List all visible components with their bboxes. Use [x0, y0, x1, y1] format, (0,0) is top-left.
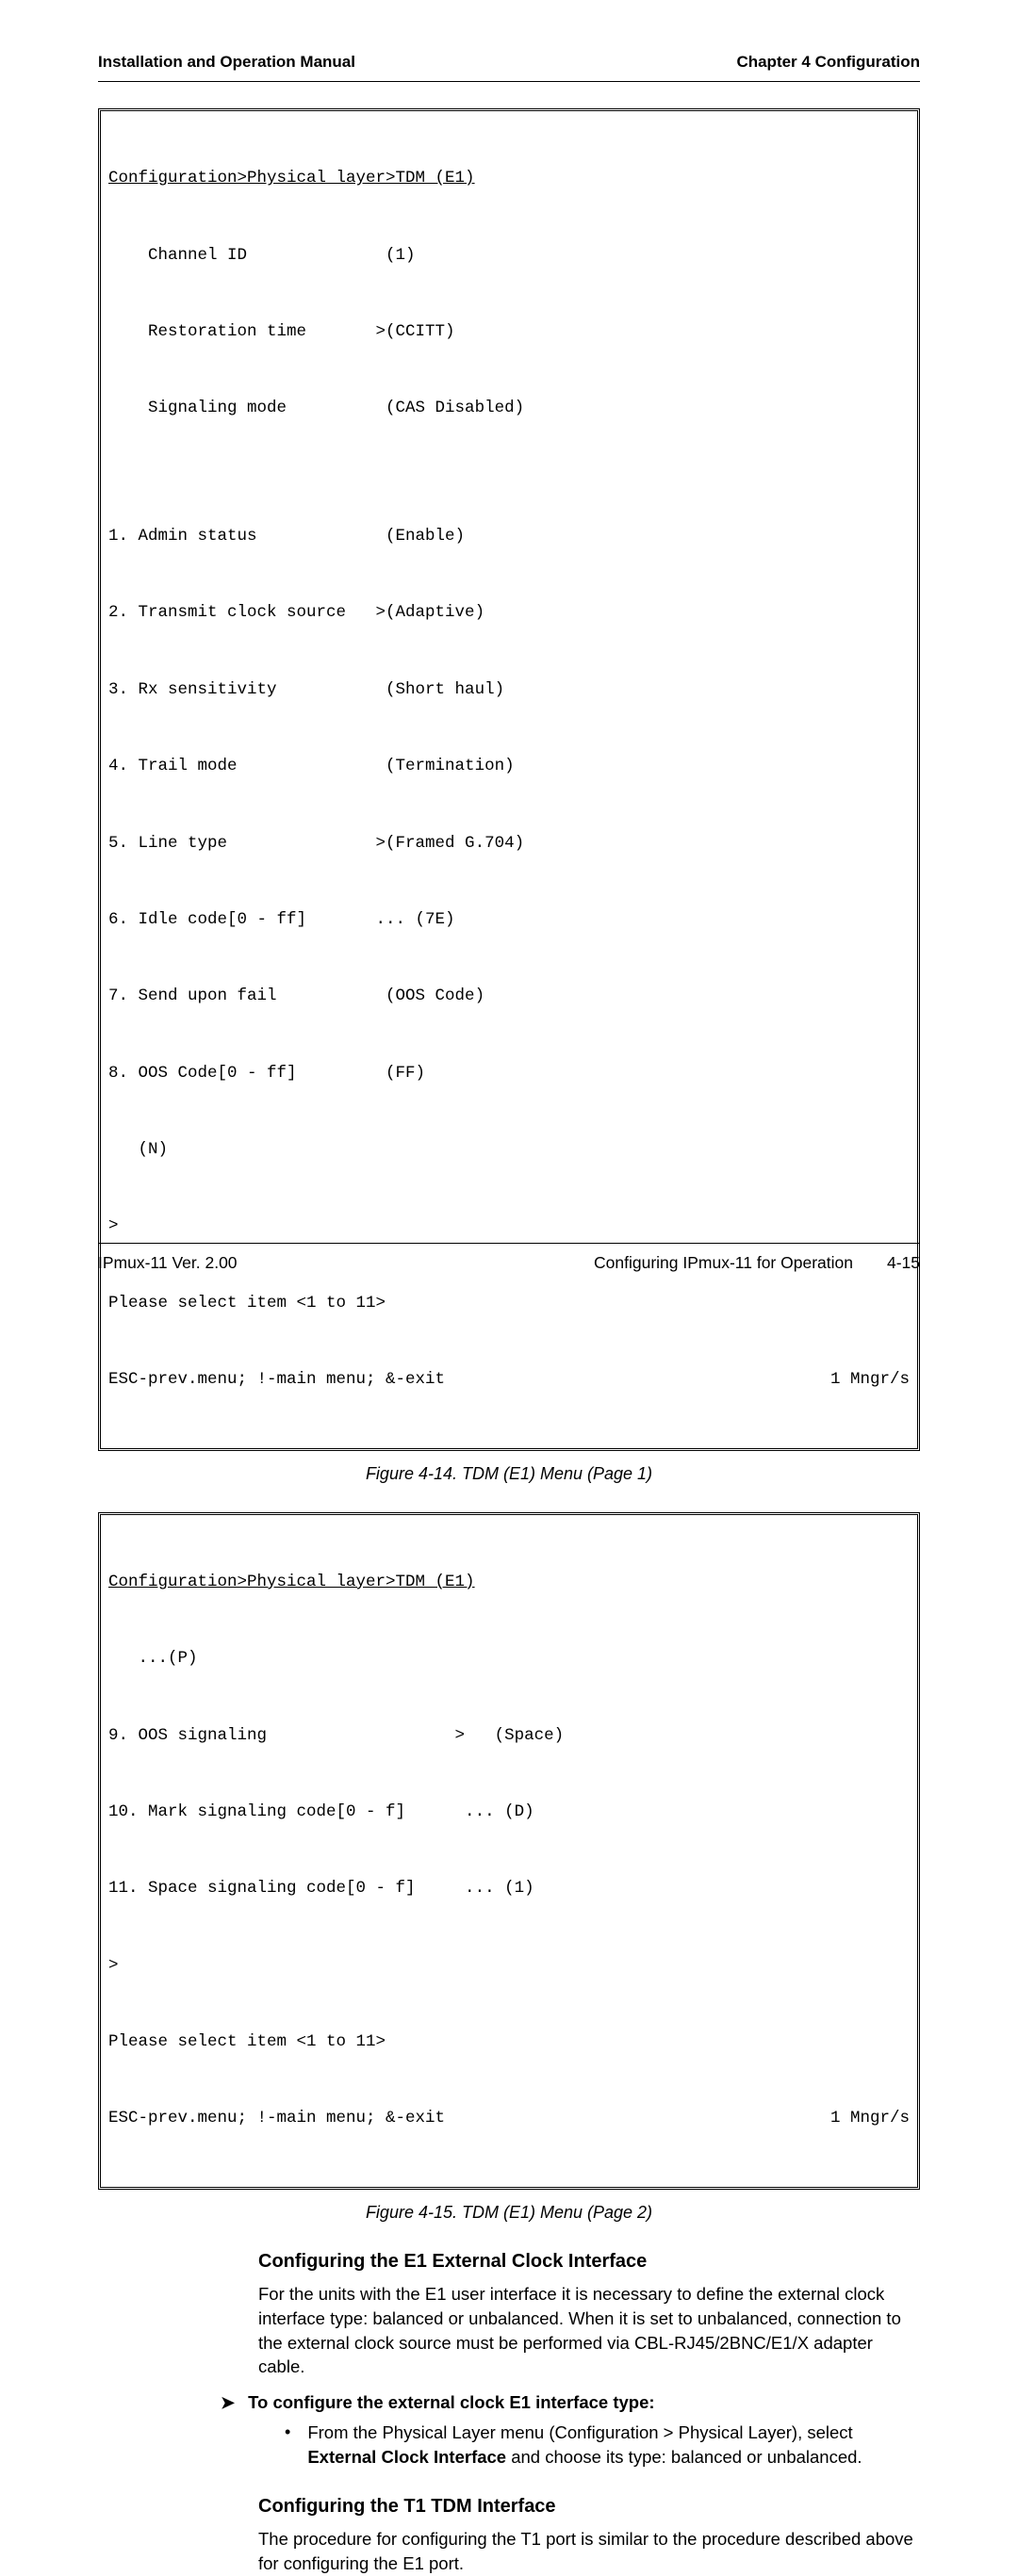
- terminal1-line: Restoration time >(CCITT): [108, 319, 910, 345]
- terminal2-line: 11. Space signaling code[0 - f] ... (1): [108, 1876, 910, 1901]
- page: Installation and Operation Manual Chapte…: [0, 0, 1018, 1316]
- terminal2-nav-left: ESC-prev.menu; !-main menu; &-exit: [108, 2106, 445, 2131]
- procedure-label: To configure the external clock E1 inter…: [248, 2392, 654, 2413]
- terminal1-line: 6. Idle code[0 - ff] ... (7E): [108, 907, 910, 933]
- header-left: Installation and Operation Manual: [98, 53, 355, 72]
- figure-caption-1: Figure 4-14. TDM (E1) Menu (Page 1): [98, 1464, 920, 1484]
- terminal1-line: 3. Rx sensitivity (Short haul): [108, 677, 910, 703]
- para-e1-clock: For the units with the E1 user interface…: [258, 2282, 920, 2380]
- figure-caption-2: Figure 4-15. TDM (E1) Menu (Page 2): [98, 2203, 920, 2223]
- terminal1-line: Please select item <1 to 11>: [108, 1291, 910, 1316]
- terminal2-line: 9. OOS signaling > (Space): [108, 1723, 910, 1749]
- header-right: Chapter 4 Configuration: [736, 53, 920, 72]
- footer-right: Configuring IPmux-11 for Operation 4-15: [594, 1253, 920, 1273]
- terminal2-line: ...(P): [108, 1646, 910, 1671]
- terminal1-line: (N): [108, 1137, 910, 1163]
- terminal1-line: Signaling mode (CAS Disabled): [108, 396, 910, 421]
- terminal1-line: 5. Line type >(Framed G.704): [108, 831, 910, 856]
- terminal-menu-2: Configuration>Physical layer>TDM (E1) ..…: [98, 1512, 920, 2190]
- terminal2-line: Please select item <1 to 11>: [108, 2030, 910, 2055]
- procedure-step: • From the Physical Layer menu (Configur…: [285, 2421, 920, 2470]
- footer-left: IPmux-11 Ver. 2.00: [98, 1253, 238, 1273]
- terminal1-nav-left: ESC-prev.menu; !-main menu; &-exit: [108, 1367, 445, 1393]
- terminal1-navline: ESC-prev.menu; !-main menu; &-exit 1 Mng…: [108, 1367, 910, 1393]
- terminal1-line: 7. Send upon fail (OOS Code): [108, 984, 910, 1009]
- terminal2-line: >: [108, 1953, 910, 1979]
- procedure-heading: ➤ To configure the external clock E1 int…: [221, 2392, 920, 2413]
- footer-page-number: 4-15: [887, 1253, 920, 1273]
- procedure-step-text: From the Physical Layer menu (Configurat…: [307, 2421, 920, 2470]
- terminal1-line: 1. Admin status (Enable): [108, 524, 910, 549]
- para-t1-tdm: The procedure for configuring the T1 por…: [258, 2527, 920, 2576]
- step-bold: External Clock Interface: [307, 2447, 506, 2467]
- page-footer: IPmux-11 Ver. 2.00 Configuring IPmux-11 …: [98, 1243, 920, 1273]
- terminal1-line: >: [108, 1214, 910, 1239]
- step-post: and choose its type: balanced or unbalan…: [506, 2447, 862, 2467]
- terminal1-nav-right: 1 Mngr/s: [830, 1367, 910, 1393]
- terminal2-line: 10. Mark signaling code[0 - f] ... (D): [108, 1800, 910, 1825]
- terminal1-line: 8. OOS Code[0 - ff] (FF): [108, 1061, 910, 1086]
- arrow-icon: ➤: [221, 2392, 248, 2413]
- terminal1-line: 4. Trail mode (Termination): [108, 754, 910, 779]
- terminal2-navline: ESC-prev.menu; !-main menu; &-exit 1 Mng…: [108, 2106, 910, 2131]
- terminal2-breadcrumb: Configuration>Physical layer>TDM (E1): [108, 1570, 910, 1595]
- terminal1-breadcrumb: Configuration>Physical layer>TDM (E1): [108, 166, 910, 191]
- page-header: Installation and Operation Manual Chapte…: [98, 53, 920, 82]
- bullet-icon: •: [285, 2421, 307, 2442]
- body-content: Configuring the E1 External Clock Interf…: [258, 2251, 920, 2576]
- heading-t1-tdm: Configuring the T1 TDM Interface: [258, 2496, 920, 2518]
- footer-section-label: Configuring IPmux-11 for Operation: [594, 1253, 853, 1273]
- terminal1-line: Channel ID (1): [108, 243, 910, 269]
- terminal2-nav-right: 1 Mngr/s: [830, 2106, 910, 2131]
- step-pre: From the Physical Layer menu (Configurat…: [307, 2422, 852, 2442]
- heading-e1-clock: Configuring the E1 External Clock Interf…: [258, 2251, 920, 2273]
- terminal1-line: 2. Transmit clock source >(Adaptive): [108, 600, 910, 626]
